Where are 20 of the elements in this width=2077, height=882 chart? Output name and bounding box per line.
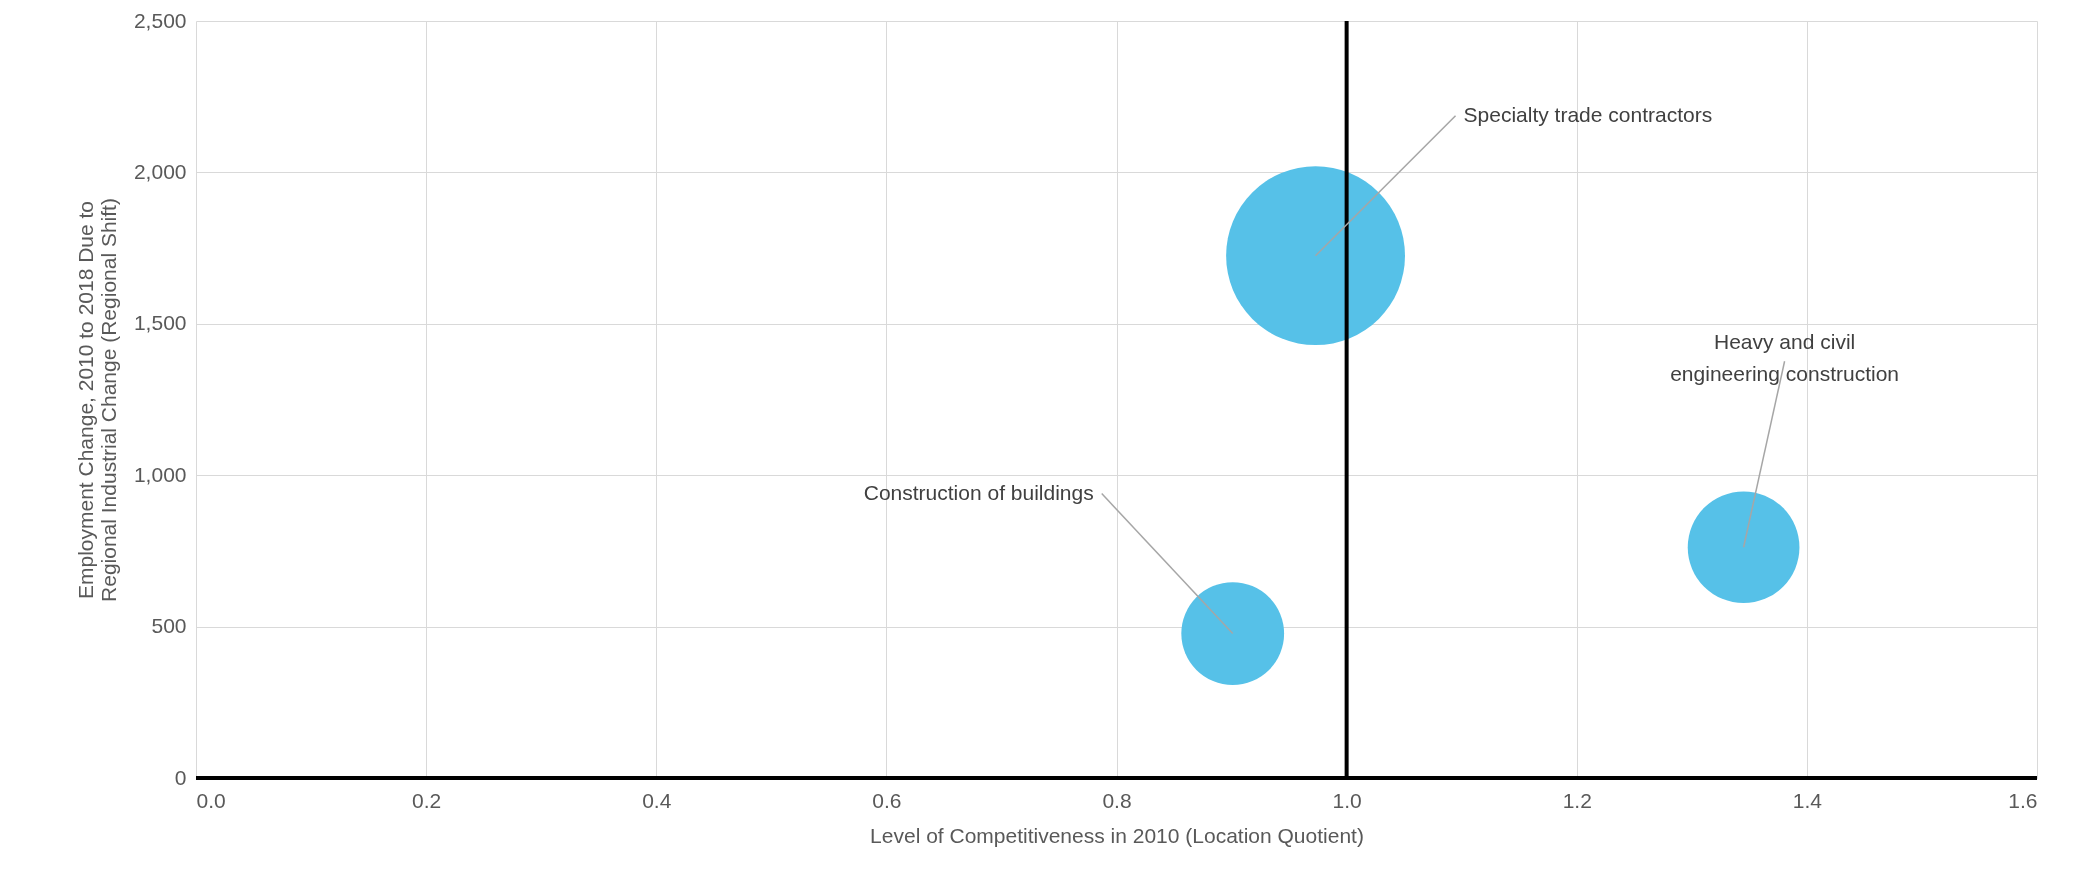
x-tick-label: 0.8 bbox=[1102, 788, 1132, 812]
x-tick-label: 1.2 bbox=[1562, 788, 1592, 812]
x-tick-label: 1.6 bbox=[2008, 788, 2038, 812]
x-axis-title: Level of Competitiveness in 2010 (Location Quotient) bbox=[870, 823, 1364, 847]
annotation: Construction of buildings bbox=[863, 480, 1094, 504]
x-tick-label: 1.0 bbox=[1332, 788, 1362, 812]
y-tick-label: 500 bbox=[151, 614, 187, 638]
x-tick-label: 0.6 bbox=[872, 788, 902, 812]
x-tick-label: 0.2 bbox=[412, 788, 442, 812]
annotation: Specialty trade contractors bbox=[1463, 102, 1713, 126]
y-tick-label: 1,500 bbox=[133, 311, 187, 335]
annotation: Heavy and civil engineering construction bbox=[1670, 330, 1899, 386]
x-tick-label: 0.4 bbox=[642, 788, 672, 812]
y-tick-label: 0 bbox=[174, 765, 187, 789]
y-tick-label: 1,000 bbox=[133, 462, 187, 486]
y-tick-label: 2,500 bbox=[133, 8, 187, 32]
x-tick-label: 0.0 bbox=[196, 788, 226, 812]
y-tick-label: 2,000 bbox=[133, 159, 187, 183]
y-axis-title: Employment Change, 2010 to 2018 Due to Regional Industrial Change (Regional Shift) bbox=[73, 198, 120, 602]
x-tick-label: 1.4 bbox=[1792, 788, 1823, 812]
